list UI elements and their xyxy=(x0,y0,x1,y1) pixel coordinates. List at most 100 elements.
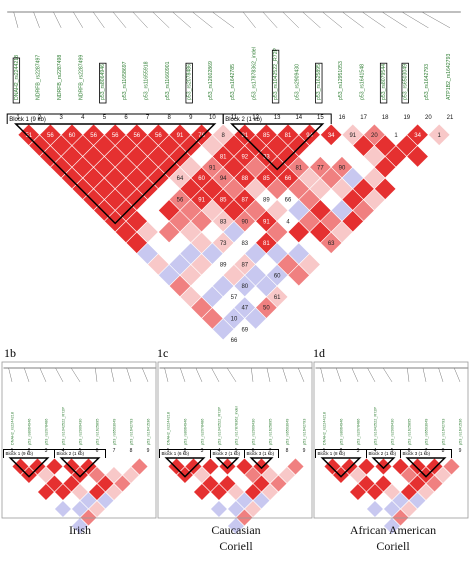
main-snp-highlight-box xyxy=(185,62,193,104)
main-ld-value: 1 xyxy=(438,133,442,139)
african-american-snp-index: 4 xyxy=(374,448,377,454)
main-ld-value: 85 xyxy=(220,198,227,204)
african-american-snp-connector xyxy=(453,367,461,382)
main-ld-value: 8 xyxy=(222,133,226,139)
african-american-snp-index: 1 xyxy=(323,448,326,454)
african-american-block-label: Block 3 (1 kb) xyxy=(403,451,431,456)
irish-panel-frame xyxy=(1,361,157,519)
main-ld-value: 92 xyxy=(241,155,248,161)
main-snp-index: 11 xyxy=(231,115,238,121)
caucasian-snp-index: 7 xyxy=(269,448,272,454)
main-snp-index: 3 xyxy=(60,115,64,121)
main-ld-value: 10 xyxy=(231,317,238,323)
african-american-haplotype-block-outline xyxy=(405,457,447,478)
caption-irish: Irish xyxy=(69,523,91,537)
main-ld-value: 63 xyxy=(328,241,335,247)
irish-haplotype-block-outline xyxy=(8,457,50,478)
main-ld-value: 81 xyxy=(263,241,270,247)
main-snp-index: 16 xyxy=(339,115,346,121)
main-snp-label: ATP1B2_rs1642793 xyxy=(446,54,452,100)
african-american-snp-connector xyxy=(438,367,444,382)
main-ld-value: 81 xyxy=(295,165,302,171)
main-snp-label: p53_rs11658697 xyxy=(122,61,128,100)
african-american-snp-label: p53_rs1642793 xyxy=(441,419,445,445)
main-snp-connector xyxy=(132,11,148,29)
main-snp-index: 21 xyxy=(447,115,454,121)
irish-snp-connector xyxy=(24,367,30,382)
main-snp-connector xyxy=(172,11,191,29)
main-snp-label: p53_rs1625895 xyxy=(316,64,322,100)
main-snp-connector xyxy=(242,11,256,28)
african-american-snp-index: 8 xyxy=(442,448,445,454)
main-snp-connector xyxy=(342,11,364,29)
main-ld-value: 85 xyxy=(263,176,270,182)
african-american-snp-connector xyxy=(320,367,325,382)
main-ld-panel: DNAH2_rs2244218 NDRFB_rs2287497 NDRFB_rs22… xyxy=(6,11,461,352)
caucasian-snp-index: 3 xyxy=(201,448,204,454)
african-american-snp-label: p53_rs1625895 xyxy=(407,419,411,445)
main-ld-value: 56 xyxy=(155,133,162,139)
main-snp-connector xyxy=(112,11,127,28)
main-snp-label: p53_rs1641548 xyxy=(359,64,365,100)
african-american-ld-cell xyxy=(442,457,461,476)
african-american-snp-label: p53_rs6503049 xyxy=(424,419,428,445)
main-ld-value: 56 xyxy=(177,198,184,204)
main-ld-value: 81 xyxy=(220,155,227,161)
caucasian-snp-connector xyxy=(164,367,169,382)
irish-snp-label: p53_rs2078486 xyxy=(44,419,48,445)
irish-snp-label: p53_rs2909430 xyxy=(78,419,82,445)
main-snp-index: 6 xyxy=(124,115,128,121)
main-snp-index: 12 xyxy=(252,115,259,121)
irish-block-label: Block 1 (9 kb) xyxy=(6,451,34,456)
irish-snp-index: 4 xyxy=(62,448,65,454)
main-snp-label: p53_rs8064946 xyxy=(100,64,106,100)
main-snp-index: 19 xyxy=(403,115,410,121)
panel-label-1b: 1b xyxy=(4,346,16,360)
african-american-snp-index: 3 xyxy=(357,448,360,454)
main-ld-value: 91 xyxy=(209,165,216,171)
caucasian-snp-label: p53_rs2078486 xyxy=(200,419,204,445)
main-ld-value: 56 xyxy=(90,133,97,139)
african-american-snp-label: p53_rs2909430 xyxy=(390,419,394,445)
main-snp-label: p53_rs12951053 xyxy=(338,61,344,100)
caucasian-snp-connector xyxy=(251,367,254,382)
main-snp-index: 5 xyxy=(103,115,107,121)
caption-african-american-line2: Coriell xyxy=(376,539,410,553)
main-snp-label: p53_rs2078486 xyxy=(187,64,193,100)
main-ld-cell xyxy=(427,123,451,147)
main-ld-value: 66 xyxy=(285,198,292,204)
main-snp-highlight-box xyxy=(401,62,409,104)
main-snp-index: 13 xyxy=(274,115,281,121)
main-snp-connector xyxy=(262,11,278,29)
caucasian-block-label: Block 3 (1 kb) xyxy=(247,451,275,456)
main-ld-value: 89 xyxy=(220,263,227,269)
main-snp-highlight-box xyxy=(12,57,21,104)
main-ld-value: 61 xyxy=(274,295,281,301)
caucasian-block-label: Block 1 (6 kb) xyxy=(162,451,190,456)
main-snp-index: 1 xyxy=(16,115,20,121)
main-ld-value: 69 xyxy=(241,327,248,333)
main-snp-highlight-box xyxy=(315,62,323,104)
main-ld-value: 77 xyxy=(317,165,324,171)
main-ld-value: 50 xyxy=(263,306,270,312)
caucasian-snp-connector xyxy=(226,367,237,382)
irish-block-label: Block 2 (1 kb) xyxy=(57,451,85,456)
irish-snp-connector xyxy=(8,367,13,382)
main-ld-value: 83 xyxy=(220,219,227,225)
caucasian-snp-label: p53_rs1042522_R72P xyxy=(217,407,221,445)
main-ld-value: 1 xyxy=(394,133,398,139)
african-american-block-label: Block 2 (1 kb) xyxy=(369,451,397,456)
panel-1c-caucasian-coriell: DNAH2_rs2244218 p53_rs8064946 p53_rs207848… xyxy=(157,361,313,535)
main-ld-value: 34 xyxy=(328,133,335,139)
main-snp-highlight-box xyxy=(271,49,280,104)
african-american-snp-connector xyxy=(407,367,410,382)
caucasian-snp-label: DNAH2_rs2244218 xyxy=(166,412,170,445)
irish-snp-connector xyxy=(141,367,149,382)
irish-snp-index: 2 xyxy=(28,448,31,454)
main-ld-value: 56 xyxy=(112,133,119,139)
main-ld-value: 91 xyxy=(177,133,184,139)
main-ld-value: 90 xyxy=(241,219,248,225)
african-american-block-label: Block 1 (8 kb) xyxy=(318,451,346,456)
main-ld-value: 81 xyxy=(285,133,292,139)
panel-label-1d: 1d xyxy=(313,346,325,360)
